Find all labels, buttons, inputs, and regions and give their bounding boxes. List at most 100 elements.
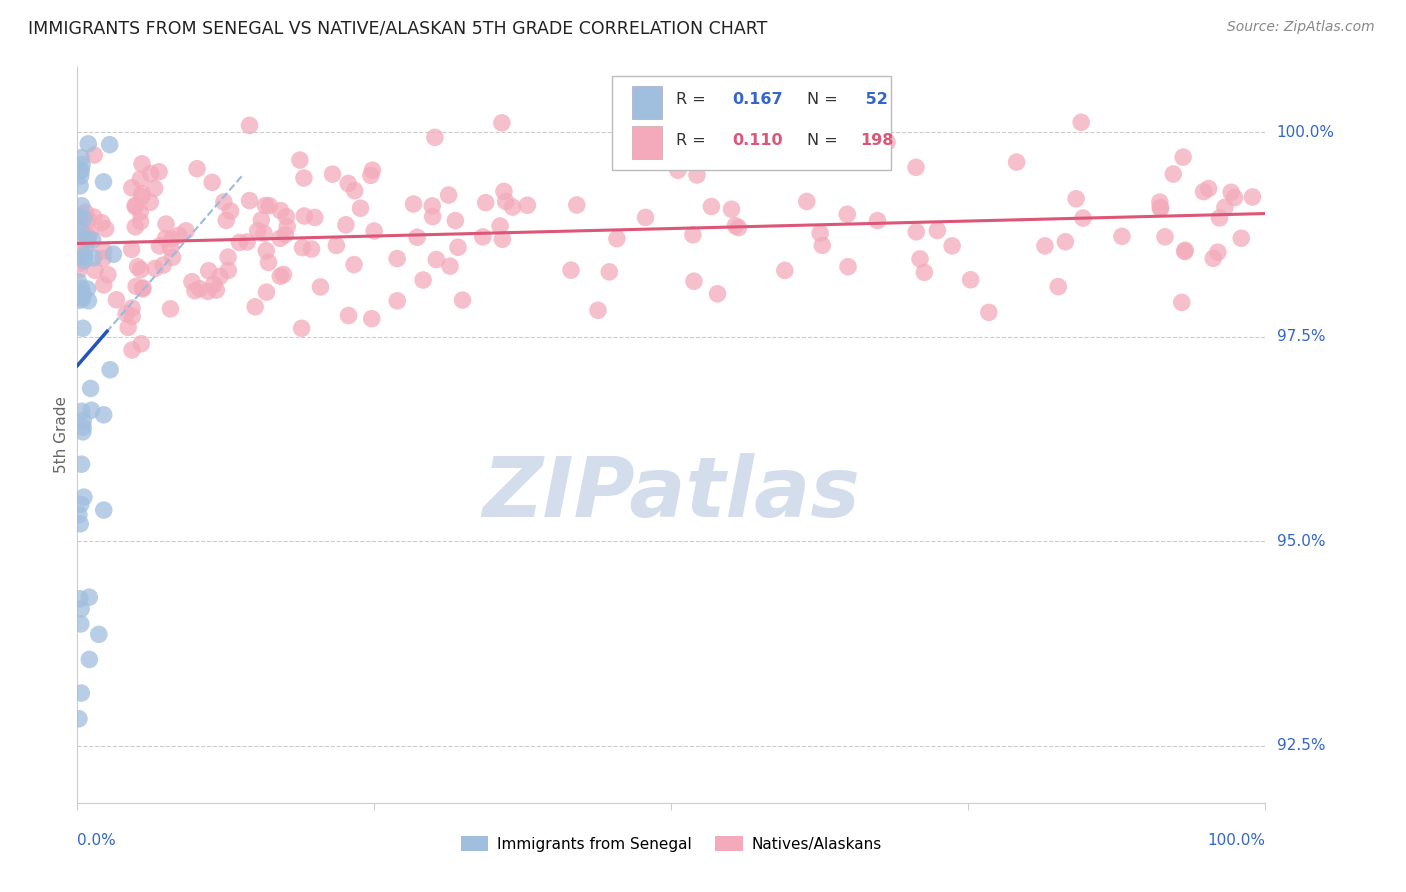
Point bbox=[606, 232, 628, 246]
Point bbox=[131, 157, 153, 171]
Point bbox=[1149, 202, 1171, 216]
Point bbox=[97, 268, 120, 282]
Point bbox=[1223, 191, 1246, 205]
Text: 100.0%: 100.0% bbox=[1208, 833, 1265, 848]
Point bbox=[837, 207, 859, 221]
Point bbox=[124, 219, 146, 234]
Point bbox=[1171, 295, 1194, 310]
Point bbox=[808, 226, 831, 240]
Point bbox=[69, 256, 91, 270]
Point bbox=[228, 235, 250, 250]
Point bbox=[167, 228, 190, 243]
Text: N =: N = bbox=[807, 92, 842, 107]
Point bbox=[291, 321, 314, 335]
Point bbox=[273, 268, 295, 282]
Text: N =: N = bbox=[807, 133, 842, 148]
Point bbox=[288, 153, 311, 167]
Point bbox=[70, 281, 93, 295]
Point bbox=[238, 119, 260, 133]
Point bbox=[124, 198, 146, 212]
Point bbox=[70, 457, 93, 471]
Point bbox=[215, 213, 238, 227]
Point bbox=[201, 175, 224, 189]
Point bbox=[131, 189, 153, 203]
Text: 0.167: 0.167 bbox=[733, 92, 783, 107]
Point bbox=[152, 258, 174, 272]
Point bbox=[292, 209, 315, 223]
Point bbox=[129, 172, 152, 186]
Point bbox=[236, 235, 259, 249]
Point bbox=[439, 259, 461, 273]
Point bbox=[72, 420, 94, 434]
Point bbox=[91, 252, 114, 266]
Point bbox=[219, 204, 242, 219]
Point bbox=[912, 265, 935, 279]
Point bbox=[186, 161, 208, 176]
Point bbox=[682, 227, 704, 242]
Point bbox=[1111, 229, 1133, 244]
Point bbox=[79, 381, 101, 395]
Point bbox=[243, 300, 266, 314]
Point bbox=[560, 263, 582, 277]
Point bbox=[184, 284, 207, 298]
Point bbox=[1230, 231, 1253, 245]
Text: Source: ZipAtlas.com: Source: ZipAtlas.com bbox=[1227, 20, 1375, 34]
Point bbox=[217, 263, 239, 277]
Point bbox=[117, 320, 139, 334]
Point bbox=[73, 248, 96, 262]
Point bbox=[796, 194, 818, 209]
Point bbox=[70, 158, 93, 172]
Point bbox=[93, 503, 115, 517]
Point bbox=[1174, 244, 1197, 258]
Point bbox=[143, 181, 166, 195]
Point bbox=[257, 255, 280, 269]
Point bbox=[67, 210, 90, 224]
Point bbox=[1198, 181, 1220, 195]
Point bbox=[159, 301, 181, 316]
Point bbox=[904, 161, 927, 175]
Point bbox=[72, 292, 94, 306]
Point bbox=[1033, 239, 1056, 253]
Point bbox=[80, 403, 103, 417]
Point bbox=[67, 262, 90, 277]
Point bbox=[121, 243, 143, 257]
Point bbox=[1206, 245, 1229, 260]
Point bbox=[1064, 192, 1087, 206]
Point bbox=[93, 278, 115, 293]
Point bbox=[115, 307, 138, 321]
Point bbox=[69, 616, 91, 631]
Point bbox=[188, 282, 211, 296]
Text: R =: R = bbox=[676, 133, 711, 148]
Point bbox=[246, 224, 269, 238]
Point bbox=[77, 293, 100, 308]
Point bbox=[67, 228, 90, 243]
Point bbox=[291, 241, 314, 255]
Point bbox=[343, 258, 366, 272]
Text: 52: 52 bbox=[860, 92, 889, 107]
Point bbox=[908, 252, 931, 266]
Point bbox=[1005, 155, 1028, 169]
Point bbox=[447, 240, 470, 254]
Point bbox=[76, 232, 98, 246]
Point bbox=[98, 363, 121, 377]
Point bbox=[846, 153, 869, 167]
Point bbox=[70, 151, 93, 165]
Point bbox=[941, 239, 963, 253]
Point bbox=[700, 199, 723, 213]
Point bbox=[727, 220, 749, 235]
Point bbox=[254, 198, 277, 212]
Point bbox=[121, 343, 143, 357]
Point bbox=[124, 200, 146, 214]
Point bbox=[634, 211, 657, 225]
Point bbox=[444, 213, 467, 227]
Point bbox=[70, 602, 93, 616]
Point bbox=[205, 283, 228, 297]
Point bbox=[73, 490, 96, 504]
Point bbox=[181, 275, 204, 289]
Point bbox=[406, 230, 429, 244]
Point bbox=[866, 213, 889, 227]
Text: IMMIGRANTS FROM SENEGAL VS NATIVE/ALASKAN 5TH GRADE CORRELATION CHART: IMMIGRANTS FROM SENEGAL VS NATIVE/ALASKA… bbox=[28, 20, 768, 37]
Point bbox=[202, 277, 225, 292]
Point bbox=[491, 116, 513, 130]
Point bbox=[77, 212, 100, 227]
